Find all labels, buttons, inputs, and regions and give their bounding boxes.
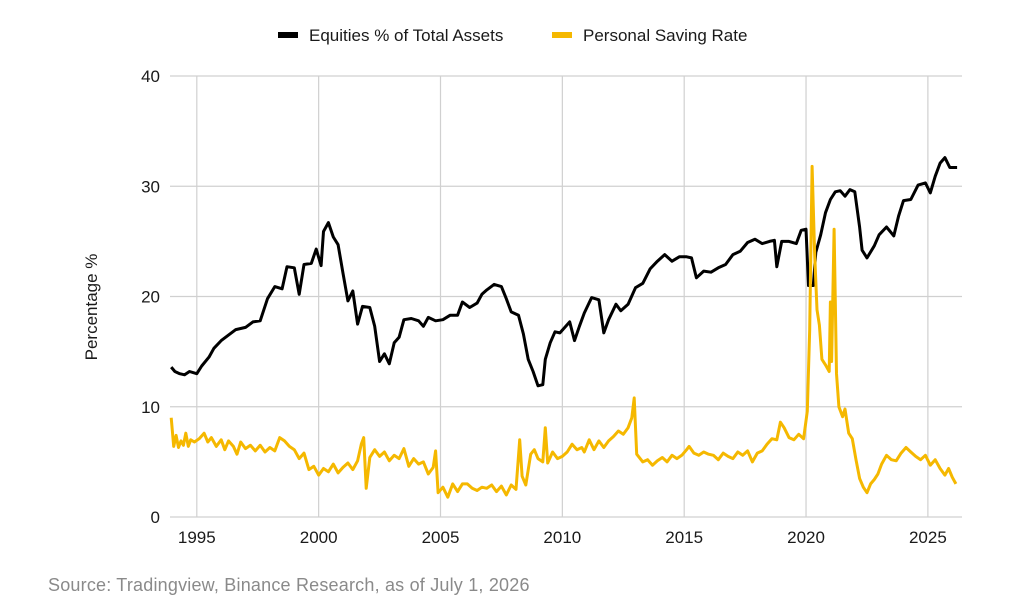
series-lines [169,156,958,499]
legend-label-saving-rate: Personal Saving Rate [583,26,747,45]
x-tick-label: 2000 [300,528,338,547]
y-tick-label: 20 [141,288,160,307]
line-chart: Equities % of Total Assets Personal Savi… [82,26,962,547]
axis-ticks: 0 10 20 30 40 1995 2000 2005 2010 2015 2020 2025 [141,67,947,547]
y-tick-label: 30 [141,177,160,196]
source-note: Source: Tradingview, Binance Research, a… [48,575,530,595]
x-tick-label: 2015 [665,528,703,547]
y-tick-label: 10 [141,398,160,417]
y-axis-title: Percentage % [82,254,101,361]
legend-swatch-equities [278,32,298,38]
y-tick-label: 40 [141,67,160,86]
x-tick-label: 1995 [178,528,216,547]
x-tick-label: 2025 [909,528,947,547]
legend-swatch-saving-rate [552,32,572,38]
legend-label-equities: Equities % of Total Assets [309,26,503,45]
series-line-equities [170,156,958,388]
y-tick-label: 0 [151,508,160,527]
x-tick-label: 2020 [787,528,825,547]
x-tick-label: 2010 [543,528,581,547]
grid-lines [170,75,962,518]
series-line-saving-rate [169,164,958,499]
legend: Equities % of Total Assets Personal Savi… [278,26,747,45]
x-tick-label: 2005 [422,528,460,547]
